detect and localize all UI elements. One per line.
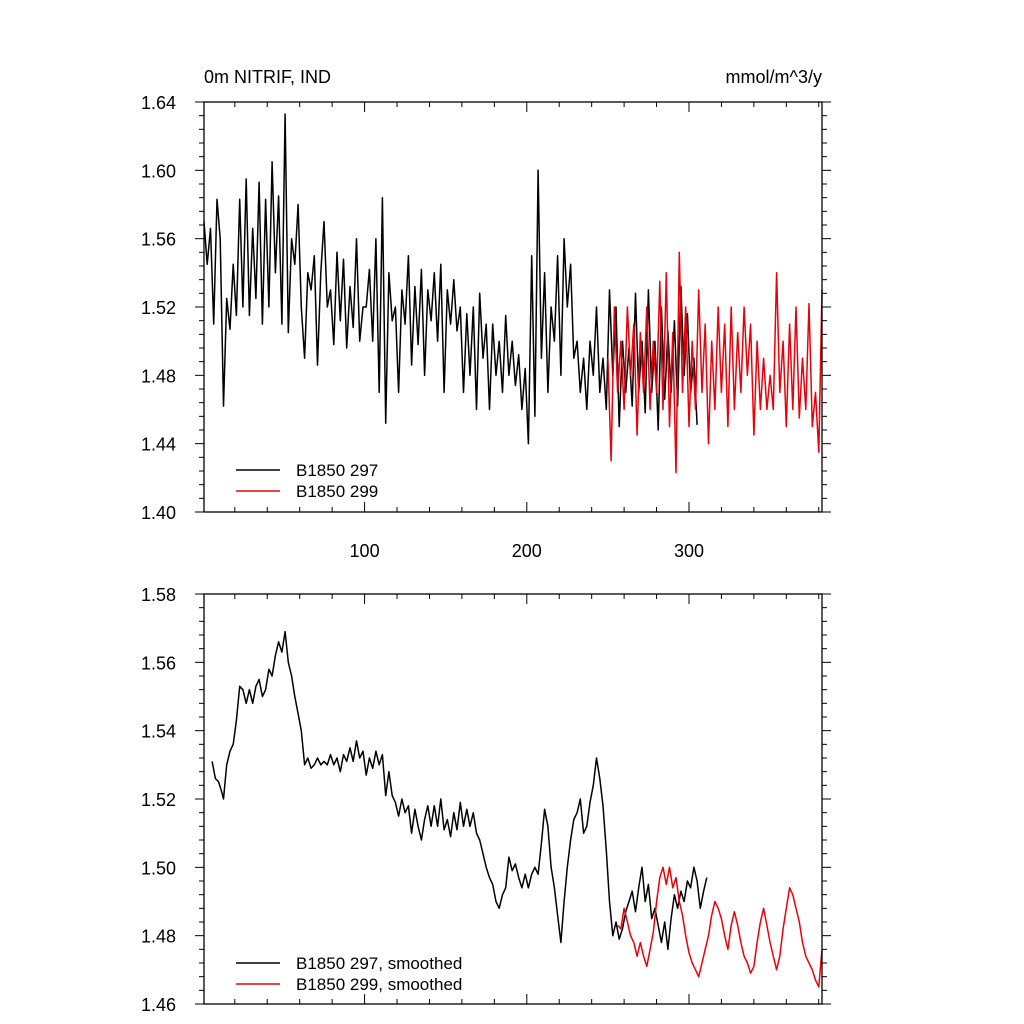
- bottom-plot-frame: [203, 593, 823, 1005]
- top-series: [203, 113, 823, 474]
- top-x-tick-label: 300: [674, 541, 704, 561]
- top-y-tick-label: 1.40: [141, 503, 176, 523]
- top-x-tick-label: 200: [512, 541, 542, 561]
- top-y-tick-labels: 1.40 1.44 1.48 1.52 1.56 1.60 1.64: [141, 93, 176, 523]
- bottom-y-tick-label: 1.48: [141, 927, 176, 947]
- top-y-tick-label: 1.44: [141, 435, 176, 455]
- top-title-left: 0m NITRIF, IND: [204, 67, 331, 87]
- bottom-y-tick-label: 1.50: [141, 858, 176, 878]
- top-y-tick-label: 1.48: [141, 366, 176, 386]
- bottom-legend-label-299: B1850 299, smoothed: [296, 975, 462, 994]
- top-legend: B1850 297 B1850 299: [236, 461, 378, 501]
- bottom-series: [211, 630, 823, 988]
- bottom-legend: B1850 297, smoothed B1850 299, smoothed: [236, 954, 462, 994]
- bottom-panel: 1.46 1.48 1.50 1.52 1.54 1.56 1.58 B1850 297, …: [141, 585, 831, 1015]
- top-y-tick-label: 1.60: [141, 161, 176, 181]
- top-legend-label-297: B1850 297: [296, 461, 378, 480]
- top-ticks: [195, 101, 831, 513]
- bottom-ticks: [195, 593, 831, 1005]
- bottom-y-tick-labels: 1.46 1.48 1.50 1.52 1.54 1.56 1.58: [141, 585, 176, 1015]
- bottom-y-tick-label: 1.58: [141, 585, 176, 605]
- top-y-tick-label: 1.52: [141, 298, 176, 318]
- bottom-y-tick-label: 1.52: [141, 790, 176, 810]
- bottom-legend-label-297: B1850 297, smoothed: [296, 954, 462, 973]
- top-plot-frame: [203, 101, 823, 513]
- top-legend-label-299: B1850 299: [296, 482, 378, 501]
- top-y-tick-label: 1.64: [141, 93, 176, 113]
- bottom-series-line-1: [211, 630, 708, 951]
- top-series-line-2: [607, 251, 823, 474]
- bottom-series-line-2: [617, 866, 823, 988]
- top-panel: 0m NITRIF, IND mmol/m^3/y 100 200 300 1.40…: [141, 67, 831, 561]
- bottom-y-tick-label: 1.54: [141, 722, 176, 742]
- top-x-tick-labels: 100 200 300: [350, 541, 704, 561]
- bottom-y-tick-label: 1.46: [141, 995, 176, 1015]
- top-x-tick-label: 100: [350, 541, 380, 561]
- bottom-y-tick-label: 1.56: [141, 653, 176, 673]
- top-y-tick-label: 1.56: [141, 230, 176, 250]
- top-title-right: mmol/m^3/y: [726, 67, 822, 87]
